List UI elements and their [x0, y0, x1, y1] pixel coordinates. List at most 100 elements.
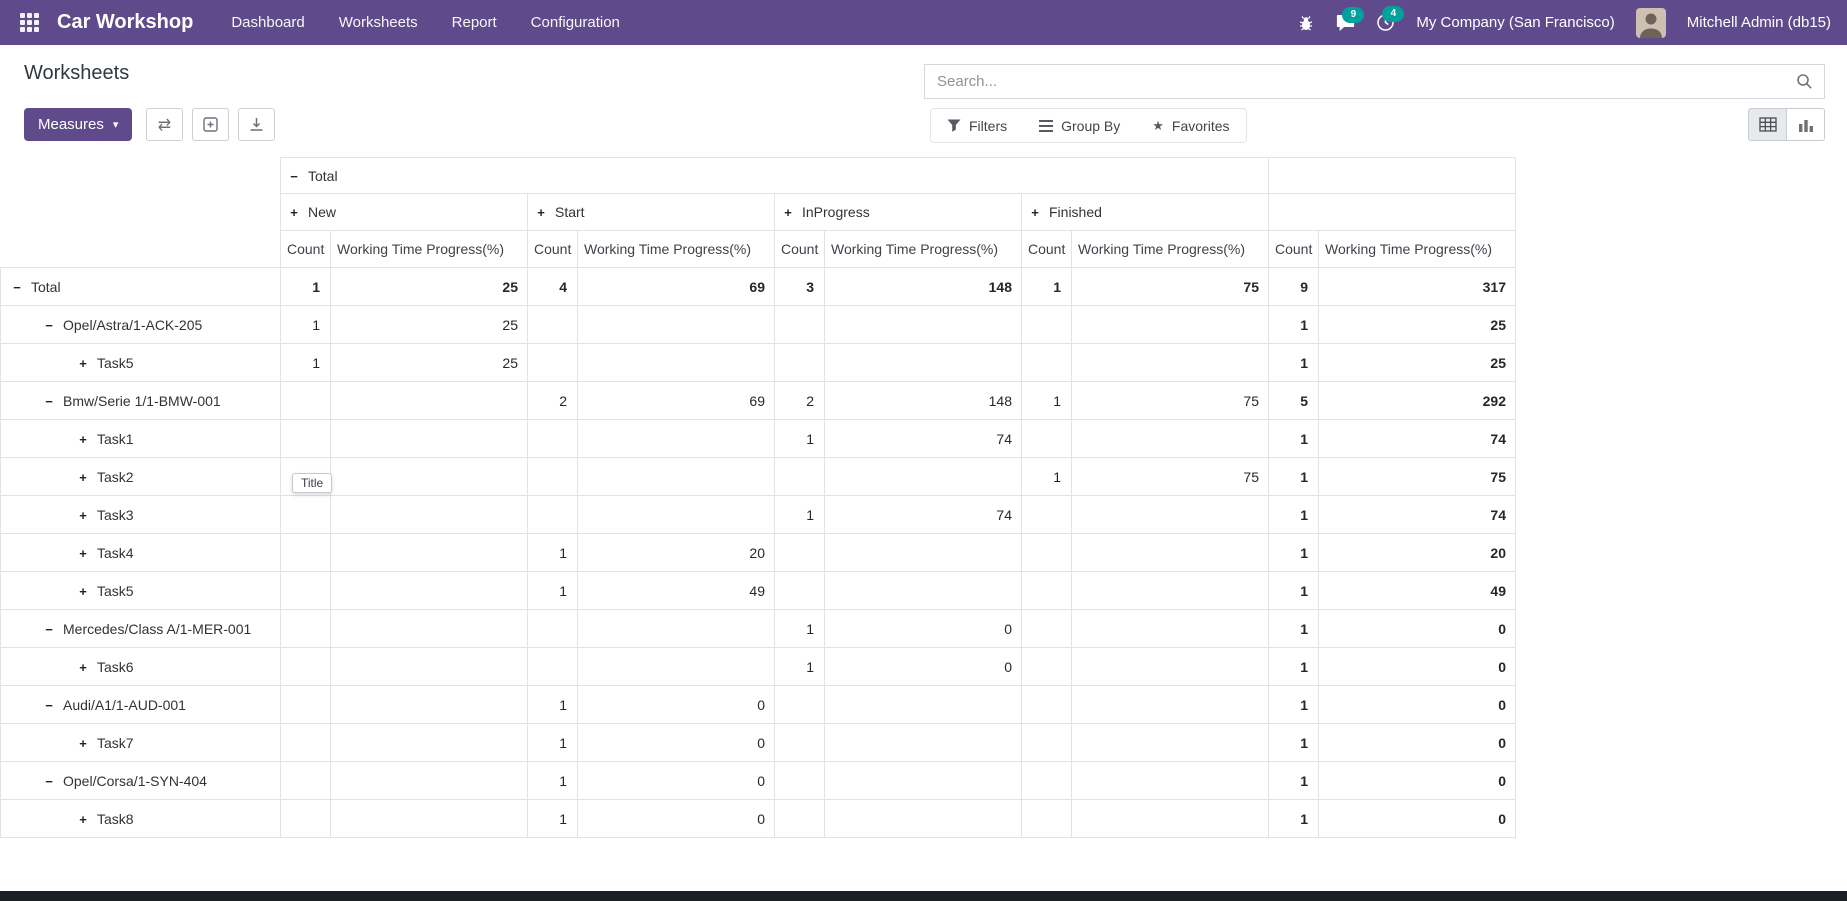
pivot-col-header-inprogress-label: InProgress: [802, 204, 870, 220]
pivot-cell: 1: [1268, 495, 1319, 534]
pivot-cell: 2: [527, 381, 578, 420]
pivot-row-header[interactable]: + Task8: [0, 799, 281, 838]
pivot-row-header[interactable]: − Bmw/Serie 1/1-BMW-001: [0, 381, 281, 420]
pivot-cell: 49: [1318, 571, 1516, 610]
apps-menu-button[interactable]: [16, 9, 43, 36]
pivot-cell: 74: [824, 419, 1022, 458]
messages-button[interactable]: 9: [1336, 6, 1365, 32]
pivot-row-header[interactable]: + Task4: [0, 533, 281, 572]
pivot-row-header[interactable]: + Task5: [0, 343, 281, 382]
pivot-row-label: Task6: [97, 658, 134, 675]
pivot-measure-count[interactable]: Count: [527, 230, 578, 268]
pivot-cell: [774, 343, 825, 382]
measures-button[interactable]: Measures ▾: [24, 108, 133, 141]
pivot-cell: [1071, 799, 1269, 838]
filters-label: Filters: [969, 117, 1008, 134]
pivot-row-header[interactable]: − Mercedes/Class A/1-MER-001: [0, 609, 281, 648]
pivot-cell: 0: [824, 647, 1022, 686]
activities-badge: 4: [1382, 6, 1405, 22]
pivot-cell: 1: [527, 799, 578, 838]
pivot-cell: [330, 419, 528, 458]
group-by-button[interactable]: Group By: [1023, 109, 1136, 142]
pivot-row: + Task4 1 20 1 20: [0, 533, 1516, 572]
cell-tooltip: Title: [292, 473, 333, 493]
pivot-row-header[interactable]: + Task7: [0, 723, 281, 762]
expand-icon: +: [79, 545, 87, 561]
expand-icon: +: [1031, 205, 1039, 220]
pivot-measure-count[interactable]: Count: [1021, 230, 1072, 268]
pivot-cell: 74: [1318, 495, 1516, 534]
download-button[interactable]: [238, 108, 275, 141]
search-input[interactable]: [925, 73, 1785, 90]
pivot-cell: 1: [1021, 381, 1072, 420]
pivot-measure-wtp[interactable]: Working Time Progress(%): [824, 230, 1022, 268]
pivot-row-header[interactable]: + Task3: [0, 495, 281, 534]
pivot-col-header-inprogress[interactable]: + InProgress: [774, 193, 1022, 231]
debug-button[interactable]: [1297, 14, 1315, 32]
favorites-button[interactable]: ★ Favorites: [1136, 109, 1245, 142]
pivot-cell: [1021, 305, 1072, 344]
pivot-cell: 1: [280, 305, 331, 344]
pivot-cell: [774, 685, 825, 724]
star-icon: ★: [1152, 117, 1164, 133]
expand-all-button[interactable]: [192, 108, 229, 141]
pivot-view-button[interactable]: [1748, 108, 1787, 141]
pivot-cell: [1021, 571, 1072, 610]
page-title: Worksheets: [24, 62, 130, 84]
pivot-row-header[interactable]: − Opel/Corsa/1-SYN-404: [0, 761, 281, 800]
pivot-row-header[interactable]: + Task5: [0, 571, 281, 610]
flip-axis-button[interactable]: ⇄: [146, 108, 183, 141]
pivot-cell: 1: [1021, 267, 1072, 306]
pivot-row-header[interactable]: − Opel/Astra/1-ACK-205: [0, 305, 281, 344]
pivot-measure-wtp[interactable]: Working Time Progress(%): [330, 230, 528, 268]
collapse-icon: −: [45, 317, 53, 333]
expand-icon: +: [79, 735, 87, 751]
menu-item-worksheets[interactable]: Worksheets: [338, 14, 418, 31]
pivot-row-header[interactable]: − Audi/A1/1-AUD-001: [0, 685, 281, 724]
pivot-row-label: Task2: [97, 468, 134, 485]
pivot-cell: 0: [1318, 647, 1516, 686]
pivot-measure-wtp[interactable]: Working Time Progress(%): [1318, 230, 1516, 268]
measures-label: Measures: [38, 116, 104, 133]
pivot-cell: [1071, 343, 1269, 382]
user-menu[interactable]: Mitchell Admin (db15): [1686, 14, 1831, 31]
pivot-cell: 69: [577, 381, 775, 420]
filters-button[interactable]: Filters: [931, 109, 1023, 142]
pivot-measure-wtp[interactable]: Working Time Progress(%): [577, 230, 775, 268]
pivot-cell: 69: [577, 267, 775, 306]
pivot-cell: [280, 381, 331, 420]
activities-button[interactable]: 4: [1376, 6, 1405, 32]
pivot-cell: [577, 495, 775, 534]
pivot-row: + Task5 1 49 1 49: [0, 571, 1516, 610]
pivot-col-header-empty: [1268, 193, 1516, 231]
company-switcher[interactable]: My Company (San Francisco): [1416, 14, 1615, 31]
pivot-cell: 1: [1268, 457, 1319, 496]
pivot-row-header[interactable]: + Task6: [0, 647, 281, 686]
search-icon[interactable]: [1785, 73, 1824, 90]
pivot-col-header-total[interactable]: − Total: [280, 157, 1269, 194]
pivot-measure-count[interactable]: Count: [280, 230, 331, 268]
pivot-col-header-finished[interactable]: + Finished: [1021, 193, 1269, 231]
pivot-row-header[interactable]: + Task2: [0, 457, 281, 496]
pivot-cell: [330, 685, 528, 724]
collapse-icon: −: [290, 168, 298, 184]
pivot-measure-count[interactable]: Count: [774, 230, 825, 268]
pivot-cell: 0: [577, 799, 775, 838]
avatar[interactable]: [1635, 7, 1666, 38]
pivot-col-header-new[interactable]: + New: [280, 193, 528, 231]
menu-item-configuration[interactable]: Configuration: [530, 14, 620, 31]
pivot-row: − Bmw/Serie 1/1-BMW-001 2 69 2 148 1 75 5 292: [0, 381, 1516, 420]
pivot-row-header[interactable]: − Total: [0, 267, 281, 306]
pivot-cell: 75: [1318, 457, 1516, 496]
pivot-col-header-start[interactable]: + Start: [527, 193, 775, 231]
pivot-cell: [1021, 609, 1072, 648]
menu-item-dashboard[interactable]: Dashboard: [231, 14, 305, 31]
pivot-row: − Audi/A1/1-AUD-001 1 0 1 0: [0, 685, 1516, 724]
pivot-measure-wtp[interactable]: Working Time Progress(%): [1071, 230, 1269, 268]
collapse-icon: −: [45, 773, 53, 789]
pivot-measure-count[interactable]: Count: [1268, 230, 1319, 268]
menu-item-report[interactable]: Report: [451, 14, 497, 31]
pivot-cell: [280, 685, 331, 724]
pivot-row-header[interactable]: + Task1: [0, 419, 281, 458]
graph-view-button[interactable]: [1786, 108, 1825, 141]
